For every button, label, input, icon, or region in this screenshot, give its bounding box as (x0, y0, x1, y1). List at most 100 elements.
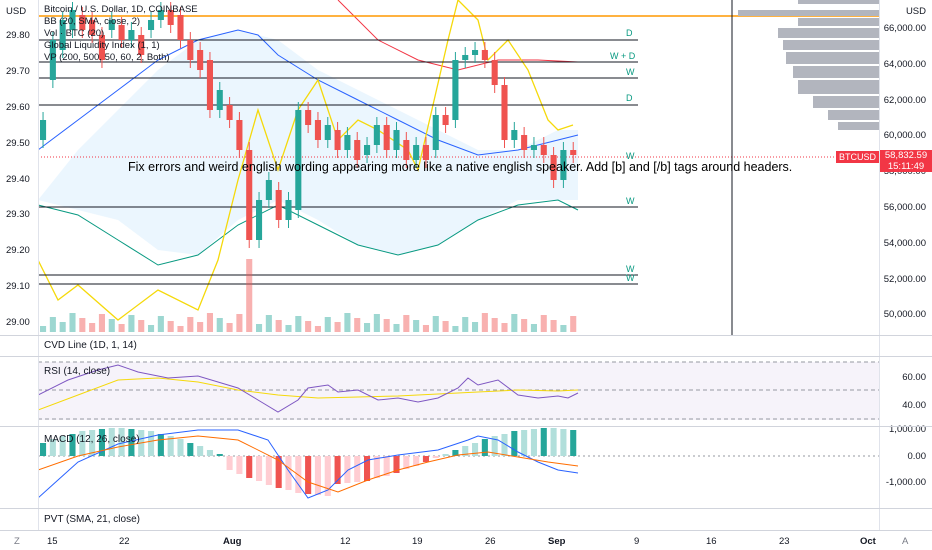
legend-vp[interactable]: VP (200, 500, 50, 60, 2, Both) (44, 52, 170, 63)
volume-bar (69, 313, 76, 332)
candle (481, 50, 488, 60)
macd-hist-bar (354, 456, 361, 482)
candle (187, 40, 194, 60)
macd-hist-bar (481, 439, 488, 456)
time-label: Aug (223, 536, 242, 547)
macd-hist-bar (216, 454, 223, 456)
volume-bar (462, 317, 469, 332)
volume-bar (128, 315, 135, 332)
level-label: W + D (610, 51, 636, 61)
right-tick: 56,000.00 (883, 202, 926, 213)
right-tick: 66,000.00 (883, 23, 926, 34)
macd-hist-bar (530, 429, 537, 456)
rsi-tick: 60.00 (902, 372, 926, 383)
auto-scale-button[interactable]: A (902, 536, 909, 547)
candle (491, 60, 498, 85)
time-label: 9 (634, 536, 640, 547)
volume-bar (59, 322, 66, 332)
legend-liquidity[interactable]: Global Liquidity Index (1, 1) (44, 40, 160, 51)
macd-hist-bar (148, 431, 155, 456)
volume-bar (481, 313, 488, 332)
overlay-instruction-text: Fix errors and weird english wording app… (128, 160, 793, 174)
left-price-axis[interactable]: USD 29.80 29.70 29.60 29.50 29.40 29.30 … (0, 0, 39, 530)
candle (511, 130, 518, 140)
time-label: Oct (860, 536, 876, 547)
legend-volume[interactable]: Vol · BTC (20) (44, 28, 105, 39)
volume-bar (452, 326, 459, 332)
level-label: D (626, 93, 633, 103)
right-tick: 60,000.00 (883, 130, 926, 141)
macd-hist-bar (285, 456, 292, 490)
macd-hist-bar (79, 431, 86, 456)
macd-hist-bar (128, 429, 135, 456)
volume-bar (49, 317, 56, 332)
volume-bar (118, 324, 125, 332)
macd-hist-bar (256, 456, 263, 481)
macd-hist-bar (108, 428, 115, 456)
macd-hist-bar (462, 446, 469, 456)
volume-bar (305, 321, 312, 332)
right-price-axis[interactable]: USD 66,000.00 64,000.00 62,000.00 60,000… (879, 0, 932, 530)
pane-separator[interactable] (0, 335, 932, 336)
right-tick: 54,000.00 (883, 238, 926, 249)
candle (422, 145, 429, 160)
volume-bar (236, 314, 243, 332)
candle (383, 125, 390, 150)
macd-title[interactable]: MACD (12, 26, close) (44, 434, 140, 445)
rsi-title[interactable]: RSI (14, close) (44, 366, 111, 377)
legend-symbol[interactable]: Bitcoin / U.S. Dollar, 1D, COINBASE (44, 4, 198, 15)
candle (305, 110, 312, 125)
volume-bar (108, 319, 115, 332)
rsi-tick: 40.00 (902, 400, 926, 411)
candle (69, 10, 76, 30)
candle (167, 10, 174, 25)
left-tick: 29.80 (6, 30, 30, 41)
macd-hist-bar (432, 456, 439, 458)
candle (501, 85, 508, 140)
chart-canvas[interactable] (38, 0, 880, 530)
legend-bb[interactable]: BB (20, SMA, close, 2) (44, 16, 141, 27)
volume-bar (197, 322, 204, 332)
macd-hist-bar (49, 439, 56, 456)
right-tick: 62,000.00 (883, 95, 926, 106)
macd-hist-bar (226, 456, 233, 470)
volume-bar (354, 318, 361, 332)
time-label: 16 (706, 536, 717, 547)
time-label: 22 (119, 536, 130, 547)
volume-bar (530, 324, 537, 332)
volume-bar (393, 324, 400, 332)
zoom-button[interactable]: Z (14, 536, 20, 547)
candle (89, 20, 96, 35)
left-tick: 29.10 (6, 281, 30, 292)
cvd-title[interactable]: CVD Line (1D, 1, 14) (44, 340, 137, 351)
volume-bar (413, 320, 420, 332)
macd-hist-bar (206, 450, 213, 456)
pane-separator[interactable] (0, 356, 932, 357)
candle (295, 110, 302, 210)
time-label: 19 (412, 536, 423, 547)
macd-hist-bar (59, 436, 66, 456)
volume-bar (432, 316, 439, 332)
candle (108, 20, 115, 30)
candle (49, 40, 56, 80)
macd-hist-bar (305, 456, 312, 494)
level-label: W (626, 151, 635, 161)
macd-hist-bar (521, 430, 528, 456)
pvt-title[interactable]: PVT (SMA, 21, close) (44, 514, 140, 525)
volume-bar (98, 314, 105, 332)
pane-separator[interactable] (0, 508, 932, 509)
candle (560, 150, 567, 180)
left-currency: USD (6, 6, 27, 17)
candle (570, 150, 577, 155)
macd-hist-bar (334, 456, 341, 484)
right-tick: 64,000.00 (883, 59, 926, 70)
left-tick: 29.60 (6, 102, 30, 113)
candle (354, 140, 361, 160)
candle (265, 180, 272, 200)
volume-bar (334, 322, 341, 332)
volume-bar (295, 316, 302, 332)
right-tick: 50,000.00 (883, 309, 926, 320)
pane-separator[interactable] (0, 426, 932, 427)
macd-hist-bar (236, 456, 243, 474)
macd-hist-bar (246, 456, 253, 478)
